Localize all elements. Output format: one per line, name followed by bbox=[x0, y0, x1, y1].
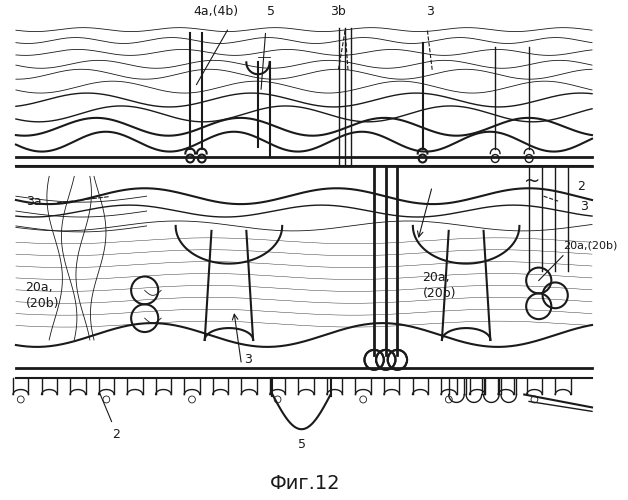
Text: 2: 2 bbox=[578, 180, 585, 193]
Text: Фиг.12: Фиг.12 bbox=[270, 474, 341, 493]
Text: ~: ~ bbox=[524, 172, 540, 190]
Text: 3: 3 bbox=[426, 4, 434, 18]
Text: 3a: 3a bbox=[26, 194, 41, 207]
Text: 20a,(20b): 20a,(20b) bbox=[563, 241, 617, 251]
Text: 5: 5 bbox=[266, 4, 274, 18]
Text: 20a,
(20b): 20a, (20b) bbox=[26, 281, 59, 310]
Text: 4a,(4b): 4a,(4b) bbox=[194, 4, 239, 18]
Text: 5: 5 bbox=[298, 438, 306, 450]
Text: 2: 2 bbox=[112, 428, 119, 440]
Text: 3: 3 bbox=[580, 200, 588, 212]
Text: 20a,
(20b): 20a, (20b) bbox=[423, 271, 456, 300]
Text: 3b: 3b bbox=[330, 4, 346, 18]
Text: 3: 3 bbox=[244, 354, 252, 366]
